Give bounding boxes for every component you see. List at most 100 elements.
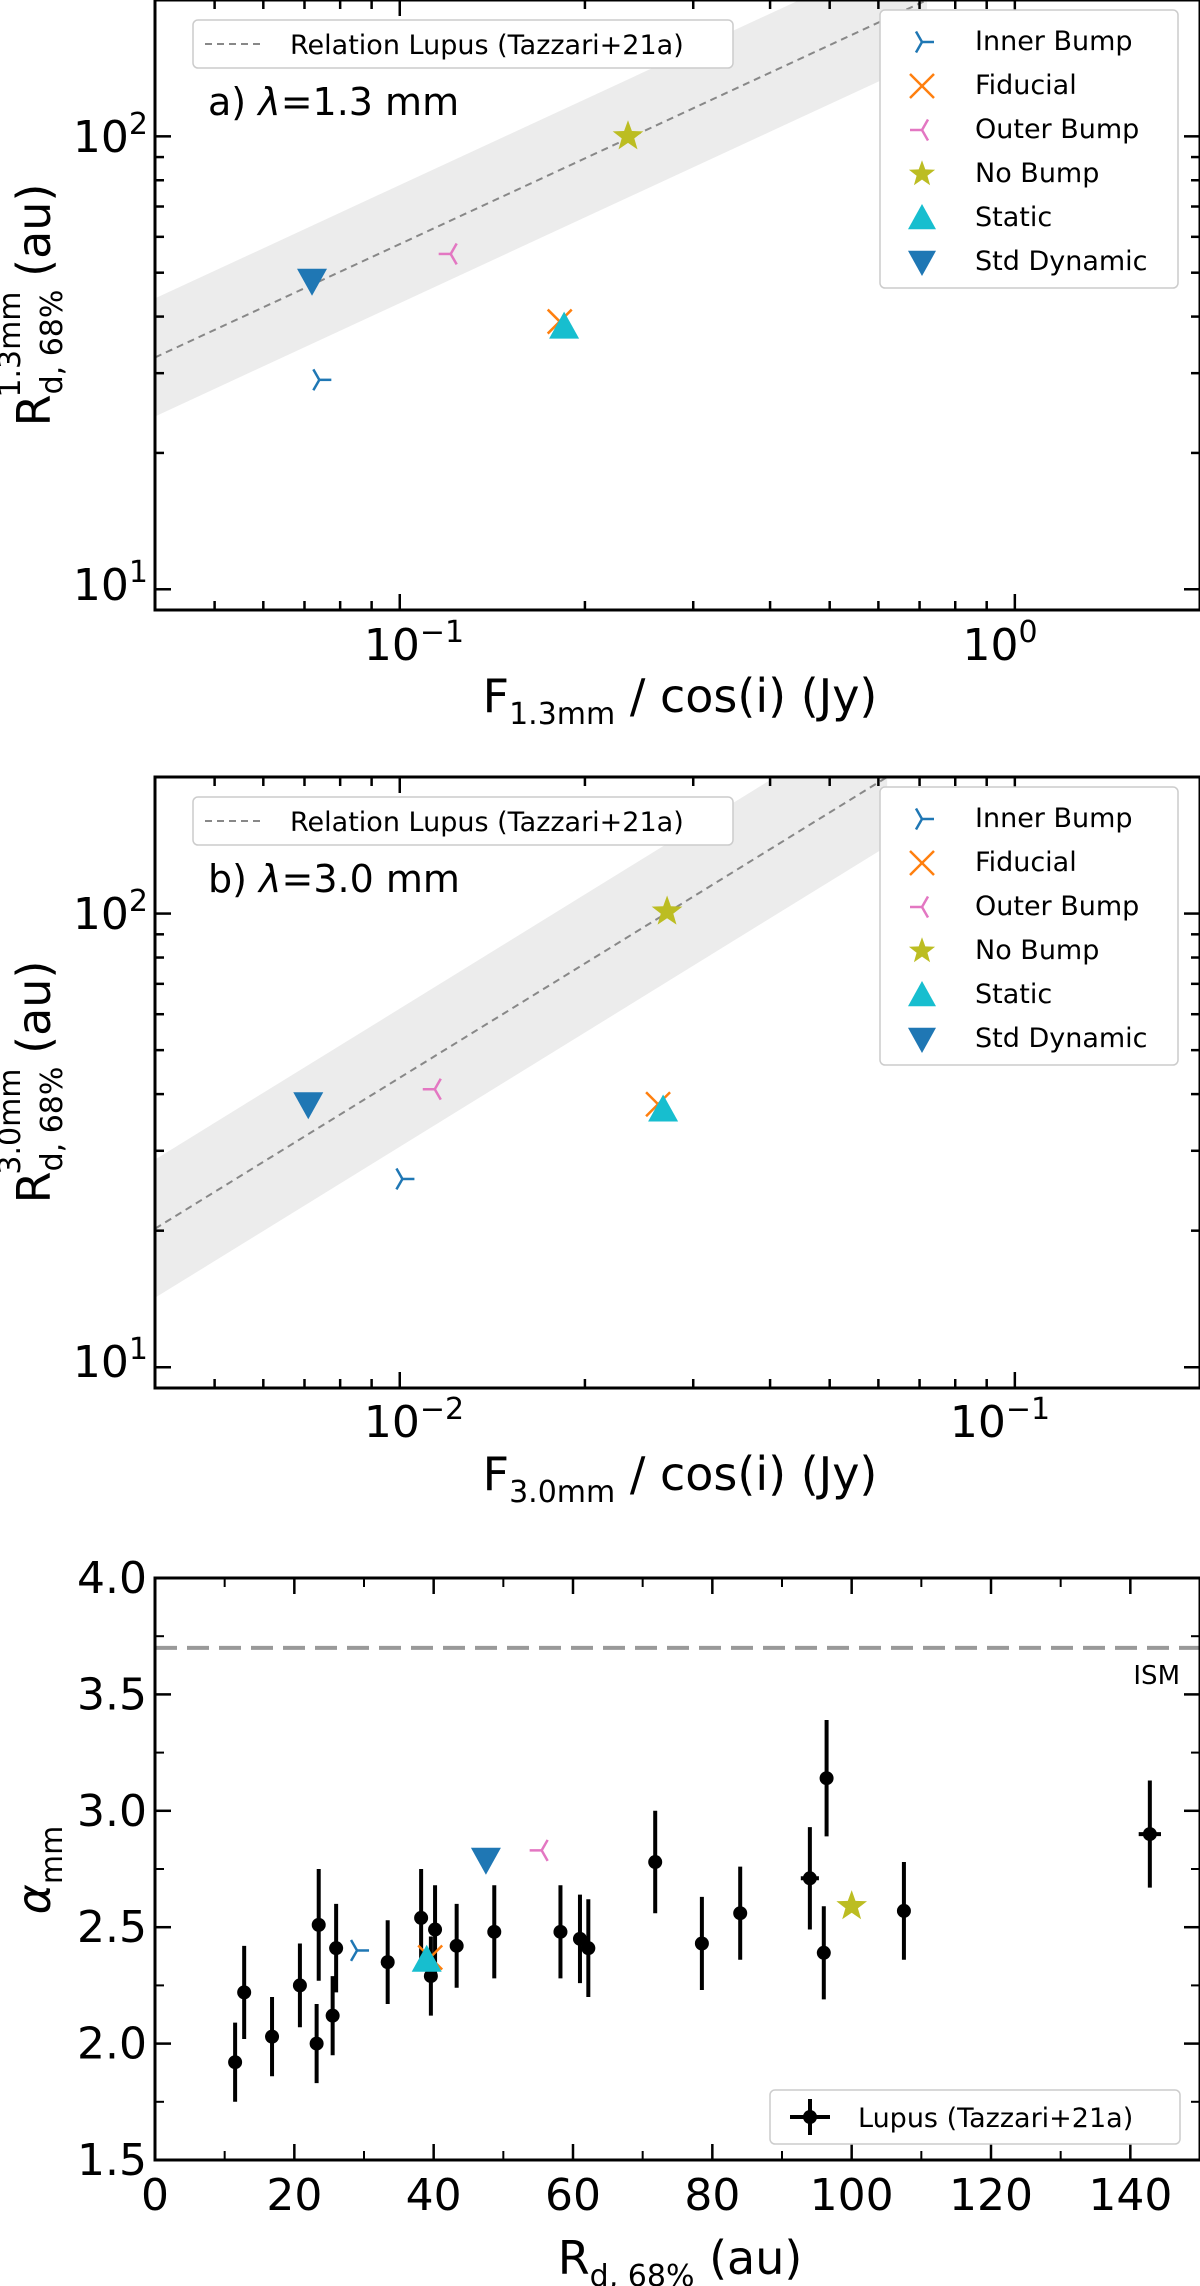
lupus-point [896,1862,911,1960]
panel-b-plot-area [155,777,888,1298]
lupus-point [380,1920,395,2005]
panel-b-relation-band [155,777,888,1298]
c-xtick-label: 80 [684,2170,740,2221]
panel-b-xtick-0.01: 10−2 [364,1392,464,1448]
panel-b-ylabel: Rd, 68%3.0mm (au) [0,961,70,1204]
legend-marker-static [908,981,936,1007]
panel-a-frame [153,0,1200,612]
c-ytick-label: 2.0 [77,2019,147,2070]
a-point-inner-bump [312,368,332,391]
panel-a-chart: 101 102 10−1 100 F1.3mm / cos(i) (Jy) Rd… [0,0,1200,732]
legend-marker-outer-bump [910,895,930,919]
legend-static-label: Static [975,979,1052,1010]
panel-b-relation-legend: Relation Lupus (Tazzari+21a) [192,796,734,846]
panel-c-lupus-points [228,1720,1161,2102]
c-ytick-label: 3.0 [77,1786,147,1837]
legend-fiducial-label: Fiducial [975,847,1077,878]
panel-b-xtick-0.1: 10−1 [950,1392,1050,1448]
panel-a-points [297,120,644,391]
panel-c-chart: ISM 0 20 40 60 80 100 120 140 1.5 2.0 2.5 3.0 3.5 4.0… [7,1553,1200,2286]
lupus-point [428,1885,443,1974]
lupus-point [819,1720,834,1837]
lupus-point [228,2022,243,2102]
lupus-point [581,1899,596,1998]
panel-c-lupus-legend-label: Lupus (Tazzari+21a) [858,2103,1133,2134]
panel-a-label: a) λ=1.3 mm [208,80,459,124]
panel-b-label: b) λ=3.0 mm [208,857,460,901]
panel-a-plot-area [155,0,928,417]
legend-marker-inner-bump [914,807,934,831]
legend-marker-fiducial [909,73,935,99]
lupus-point [329,1903,344,1993]
panel-b-ytick-10: 101 [73,1332,148,1388]
panel-a-ticks [153,0,1200,612]
legend-inner-bump-label: Inner Bump [975,803,1133,834]
panel-a-xlabel: F1.3mm / cos(i) (Jy) [483,669,878,732]
lupus-point [449,1903,464,1988]
c-xtick-label: 20 [266,2170,322,2221]
panel-a-relation-legend-label: Relation Lupus (Tazzari+21a) [290,30,684,61]
b-point-outer-bump [422,1078,442,1101]
a-point-no-bump [612,120,644,150]
c-point-static [411,1944,442,1972]
panel-c-tick-labels: 0 20 40 60 80 100 120 140 1.5 2.0 2.5 3.0 3.5 4.0 [77,1553,1172,2221]
lupus-point [1138,1780,1161,1888]
lupus-point [733,1866,748,1960]
lupus-point [816,1906,831,2000]
panel-c-ticks [153,1576,1200,2162]
lupus-point [311,1869,326,1981]
lupus-point [487,1885,502,1979]
c-xtick-label: 40 [406,2170,462,2221]
panel-a-xtick-0.1: 10−1 [364,615,464,671]
legend-marker-std-dynamic [908,1027,936,1053]
legend-marker-static [908,204,936,230]
panel-c-frame [153,1576,1200,2162]
lupus-point [292,1943,307,2028]
c-xtick-label: 60 [545,2170,601,2221]
legend-std-dynamic-label: Std Dynamic [975,246,1148,277]
legend-outer-bump-label: Outer Bump [975,114,1139,145]
c-xtick-label: 0 [141,2170,169,2221]
panel-a-ytick-10: 101 [73,555,148,611]
panel-a-series-legend: Inner Bump Fiducial Outer Bump No Bump S… [879,9,1179,289]
c-ytick-label: 2.5 [77,1902,147,1953]
panel-c-model-points [349,1839,867,1972]
panel-b-points [293,895,683,1191]
lupus-point [648,1810,663,1914]
c-xtick-label: 100 [810,2170,894,2221]
panel-b-ytick-100: 102 [73,884,148,940]
legend-inner-bump-label: Inner Bump [975,26,1133,57]
b-point-std-dynamic [293,1092,324,1120]
panel-b-xlabel: F3.0mm / cos(i) (Jy) [483,1447,878,1510]
panel-a-xtick-1: 100 [962,615,1037,671]
panel-c-lupus-legend: Lupus (Tazzari+21a) [769,2089,1181,2145]
panel-c-plot-area [155,1645,1200,2102]
legend-marker-no-bump [908,160,936,186]
panel-b-series-legend: Inner Bump Fiducial Outer Bump No Bump S… [879,786,1179,1066]
legend-outer-bump-label: Outer Bump [975,891,1139,922]
a-point-outer-bump [438,242,458,266]
c-point-std-dynamic [470,1847,501,1875]
c-ytick-label: 3.5 [77,1669,147,1720]
lupus-point [694,1896,709,1991]
panel-b-chart: 101 102 10−2 10−1 F3.0mm / cos(i) (Jy) R… [0,775,1200,1510]
lupus-point [800,1827,819,1930]
b-point-no-bump [651,895,683,925]
panel-a-ytick-100: 102 [73,107,148,163]
a-point-std-dynamic [297,268,328,296]
panel-c-ylabel: αmm [7,1826,70,1915]
panel-a-relation-band [155,0,928,417]
legend-marker-fiducial [909,850,935,876]
lupus-point [572,1894,587,1984]
panel-a-relation-legend: Relation Lupus (Tazzari+21a) [192,19,734,69]
c-ytick-label: 1.5 [77,2135,147,2186]
lupus-point [309,2004,324,2084]
legend-static-label: Static [975,202,1052,233]
panel-c-ism-label: ISM [1133,1661,1180,1691]
c-point-inner-bump [349,1939,370,1962]
c-ytick-label: 4.0 [77,1553,147,1604]
panel-b-frame [153,775,1200,1390]
panel-b-relation-legend-label: Relation Lupus (Tazzari+21a) [290,807,684,838]
legend-marker-inner-bump [914,30,934,54]
c-point-outer-bump [529,1839,549,1862]
